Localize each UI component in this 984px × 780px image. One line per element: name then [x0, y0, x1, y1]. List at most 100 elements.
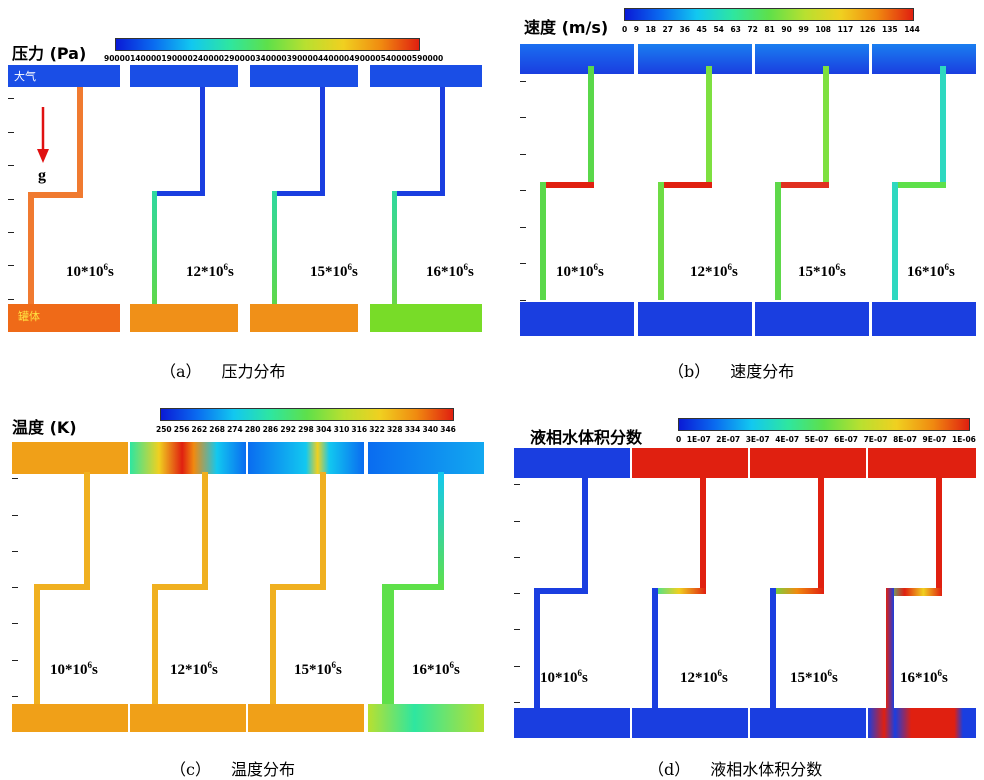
colorbar-tick-label: 490000 [349, 54, 381, 63]
colorbar-tick-label: 2E-07 [716, 435, 741, 444]
pipe-step [152, 191, 205, 196]
time-label-4: 16*106s [412, 660, 460, 678]
axis-tick [514, 593, 520, 594]
colorbar-tick-label: 126 [859, 25, 876, 34]
pipe-upper [77, 87, 83, 197]
tank-region [632, 708, 748, 738]
time-label-1: 10*106s [50, 660, 98, 678]
pipe-step [540, 182, 594, 188]
atmosphere-region [370, 65, 482, 87]
atmosphere-region [130, 65, 238, 87]
temperature-colorbar-ticks: 250 256 262 268 274 280 286 292 298 304 310 316 322 3… [156, 425, 456, 434]
colorbar-tick-label: 90000 [104, 54, 131, 63]
temperature-panel-4 [368, 442, 484, 732]
pipe-upper [823, 66, 829, 184]
axis-tick [520, 190, 526, 191]
pipe-lower [886, 588, 894, 710]
colorbar-tick-label: 1E-07 [686, 435, 711, 444]
tank-region [368, 704, 484, 732]
tank-region [130, 704, 246, 732]
atmosphere-label: 大气 [14, 70, 36, 83]
colorbar-tick-label: 3E-07 [745, 435, 770, 444]
axis-tick [520, 117, 526, 118]
pipe-step [652, 588, 706, 594]
pipe-upper [84, 472, 90, 588]
pipe-lower [392, 191, 397, 304]
atmosphere-region [130, 442, 246, 474]
tank-region [638, 302, 752, 336]
time-label-2: 12*106s [170, 660, 218, 678]
time-label-4: 16*106s [426, 262, 474, 280]
atmosphere-region [514, 448, 630, 478]
time-label-1: 10*106s [66, 262, 114, 280]
atmosphere-region [632, 448, 748, 478]
pipe-step [392, 191, 445, 196]
tank-region [755, 302, 869, 336]
time-label-1: 10*106s [540, 668, 588, 686]
colorbar-tick-label: 304 [315, 425, 332, 434]
atmosphere-region [638, 44, 752, 74]
pipe-upper [200, 87, 205, 195]
colorbar-tick-label: 90 [781, 25, 792, 34]
pipe-upper [588, 66, 594, 184]
tank-region [868, 708, 976, 738]
pipe-step [892, 182, 946, 188]
pipe-upper [706, 66, 712, 184]
pipe-lower [152, 191, 157, 304]
time-label-3: 15*106s [294, 660, 342, 678]
colorbar-tick-label: 440000 [317, 54, 350, 63]
velocity-caption: （b） 速度分布 [668, 362, 795, 381]
velocity-panel-2 [638, 44, 752, 336]
pipe-upper [440, 87, 445, 195]
pipe-step [272, 191, 325, 196]
temperature-title: 温度 (K) [12, 418, 77, 437]
tank-region [130, 304, 238, 332]
time-label-4: 16*106s [900, 668, 948, 686]
colorbar-tick-label: 590000 [411, 54, 444, 63]
axis-tick [12, 515, 18, 516]
axis-tick [8, 232, 14, 233]
pressure-panel-2 [130, 65, 238, 332]
axis-tick [514, 484, 520, 485]
pipe-lower [770, 588, 776, 710]
time-label-2: 12*106s [690, 262, 738, 280]
pipe-lower [34, 584, 40, 706]
colorbar-tick-label: 340 [422, 425, 439, 434]
colorbar-tick-label: 340000 [255, 54, 287, 63]
liquid-fraction-panel-1 [514, 448, 630, 738]
liquid-fraction-colorbar-ticks: 0 1E-07 2E-07 3E-07 4E-07 5E-07 6E-07 7E-07 8E-0… [676, 435, 976, 444]
colorbar-tick-label: 144 [904, 25, 920, 34]
axis-tick [514, 666, 520, 667]
axis-tick [12, 587, 18, 588]
atmosphere-region [520, 44, 634, 74]
time-label-2: 12*106s [680, 668, 728, 686]
pipe-lower [534, 588, 540, 710]
pipe-lower [652, 588, 658, 710]
liquid-fraction-colorbar [678, 418, 970, 431]
colorbar-tick-label: 292 [280, 425, 297, 434]
pipe-lower [892, 182, 898, 300]
pressure-colorbar [115, 38, 420, 51]
liquid-fraction-panel-4 [868, 448, 976, 738]
time-label-3: 15*106s [790, 668, 838, 686]
colorbar-tick-label: 0 [622, 25, 628, 34]
pipe-lower [270, 584, 276, 706]
time-label-3: 15*106s [310, 262, 358, 280]
atmosphere-region [368, 442, 484, 474]
colorbar-tick-label: 540000 [380, 54, 412, 63]
colorbar-tick-label: 5E-07 [804, 435, 829, 444]
axis-ticks [520, 44, 526, 336]
time-label-1: 10*106s [556, 262, 604, 280]
colorbar-tick-label: 298 [298, 425, 314, 434]
tank-region [248, 704, 364, 732]
pipe-upper [202, 472, 208, 588]
tank-region [514, 708, 630, 738]
axis-tick [520, 263, 526, 264]
colorbar-tick-label: 108 [815, 25, 832, 34]
axis-ticks [8, 65, 14, 332]
colorbar-tick-label: 135 [881, 25, 898, 34]
colorbar-tick-label: 1E-06 [952, 435, 976, 444]
axis-tick [8, 265, 14, 266]
axis-tick [12, 551, 18, 552]
colorbar-tick-label: 7E-07 [863, 435, 888, 444]
